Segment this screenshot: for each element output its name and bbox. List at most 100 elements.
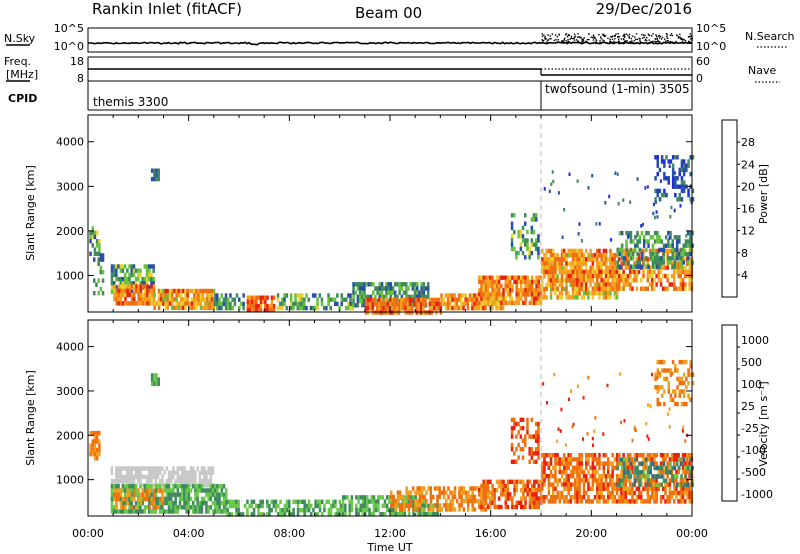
- nsearch-dot: [611, 38, 614, 41]
- velocity-cell: [613, 465, 617, 470]
- power-cell: [589, 253, 592, 258]
- power-cell: [195, 305, 198, 310]
- nsearch-dot: [660, 38, 663, 40]
- velocity-cell: [663, 401, 666, 407]
- power-cell: [684, 286, 687, 291]
- power-cell: [656, 264, 659, 269]
- power-cell: [585, 269, 588, 275]
- power-cell: [398, 286, 401, 291]
- velocity-cell: [482, 496, 485, 501]
- velocity-cell: [543, 474, 546, 479]
- velocity-cell: [580, 461, 584, 466]
- velocity-cell: [329, 503, 333, 509]
- power-cell: [638, 247, 641, 253]
- velocity-cell: [183, 484, 186, 489]
- nsearch-dot: [676, 34, 678, 37]
- velocity-cell: [687, 372, 690, 377]
- power-cell: [537, 234, 540, 239]
- velocity-cell: [123, 509, 127, 514]
- velocity-cell: [669, 372, 673, 377]
- power-cell: [576, 257, 579, 262]
- velocity-cell: [205, 500, 208, 506]
- velocity-cell: [159, 500, 162, 506]
- power-cell: [549, 286, 553, 292]
- velocity-cell: [467, 494, 470, 500]
- velocity-cell: [110, 466, 114, 471]
- velocity-cell: [670, 495, 674, 500]
- velocity-cell: [119, 470, 122, 475]
- velocity-cell: [486, 488, 490, 493]
- power-cell: [416, 290, 419, 295]
- velocity-cell: [656, 397, 659, 403]
- power-cell: [676, 176, 679, 181]
- power-cell: [415, 301, 418, 307]
- velocity-cell: [677, 453, 680, 458]
- velocity-cell: [484, 507, 488, 512]
- power-cell: [453, 305, 456, 311]
- velocity-cell: [155, 381, 158, 386]
- velocity-cell: [649, 465, 652, 471]
- power-cell: [600, 265, 603, 271]
- velocity-cell: [185, 478, 188, 484]
- power-cell: [680, 197, 684, 202]
- velocity-cell: [670, 453, 674, 458]
- velocity-cell: [591, 436, 594, 441]
- velocity-cell: [379, 512, 382, 517]
- velocity-cell: [200, 500, 204, 506]
- nsearch-dot: [618, 35, 621, 38]
- velocity-cell: [665, 368, 668, 373]
- velocity-cell: [547, 453, 551, 458]
- power-cell: [543, 269, 546, 275]
- power-cell: [378, 301, 381, 307]
- power-cell: [506, 288, 510, 293]
- power-cell: [110, 289, 114, 294]
- power-cell: [554, 291, 557, 296]
- power-cell: [91, 243, 94, 248]
- power-cell: [522, 275, 525, 280]
- velocity-cell: [112, 505, 116, 510]
- power-cell: [506, 279, 510, 285]
- velocity-cell: [128, 492, 132, 498]
- power-cell: [233, 297, 237, 302]
- velocity-cell: [183, 474, 186, 480]
- power-cell: [679, 273, 683, 279]
- velocity-cell: [146, 488, 149, 493]
- nsearch-dot: [610, 36, 612, 38]
- power-cell: [152, 276, 155, 282]
- velocity-cell: [622, 499, 625, 504]
- nsearch-dot: [628, 42, 630, 44]
- velocity-cell: [292, 508, 295, 513]
- velocity-cell: [604, 478, 608, 483]
- velocity-cell: [209, 470, 213, 475]
- velocity-cell: [560, 495, 564, 500]
- velocity-cell: [569, 499, 573, 504]
- velocity-cell: [181, 474, 184, 480]
- velocity-cell: [294, 499, 298, 504]
- velocity-cell: [183, 500, 186, 506]
- power-cell: [571, 291, 575, 296]
- power-cell: [409, 294, 412, 300]
- power-cell: [380, 297, 383, 303]
- power-cell: [101, 257, 105, 262]
- velocity-cell: [667, 380, 670, 386]
- velocity-cell: [600, 482, 603, 487]
- power-cell: [587, 273, 590, 279]
- velocity-cell: [489, 496, 492, 501]
- power-cell: [649, 251, 652, 257]
- power-cell: [640, 264, 644, 269]
- velocity-cell: [616, 482, 619, 488]
- power-cell: [533, 279, 536, 285]
- velocity-cell: [506, 492, 510, 497]
- velocity-cell: [644, 465, 647, 470]
- power-cell: [642, 273, 645, 279]
- power-cell: [413, 290, 417, 295]
- power-cell: [186, 297, 189, 302]
- power-cell: [667, 260, 670, 265]
- power-cell: [666, 286, 669, 291]
- velocity-cell: [209, 492, 213, 497]
- power-cell: [684, 239, 688, 244]
- power-cell: [600, 291, 603, 296]
- velocity-cell: [563, 465, 566, 470]
- power-cell: [631, 239, 635, 244]
- power-cell: [521, 250, 525, 256]
